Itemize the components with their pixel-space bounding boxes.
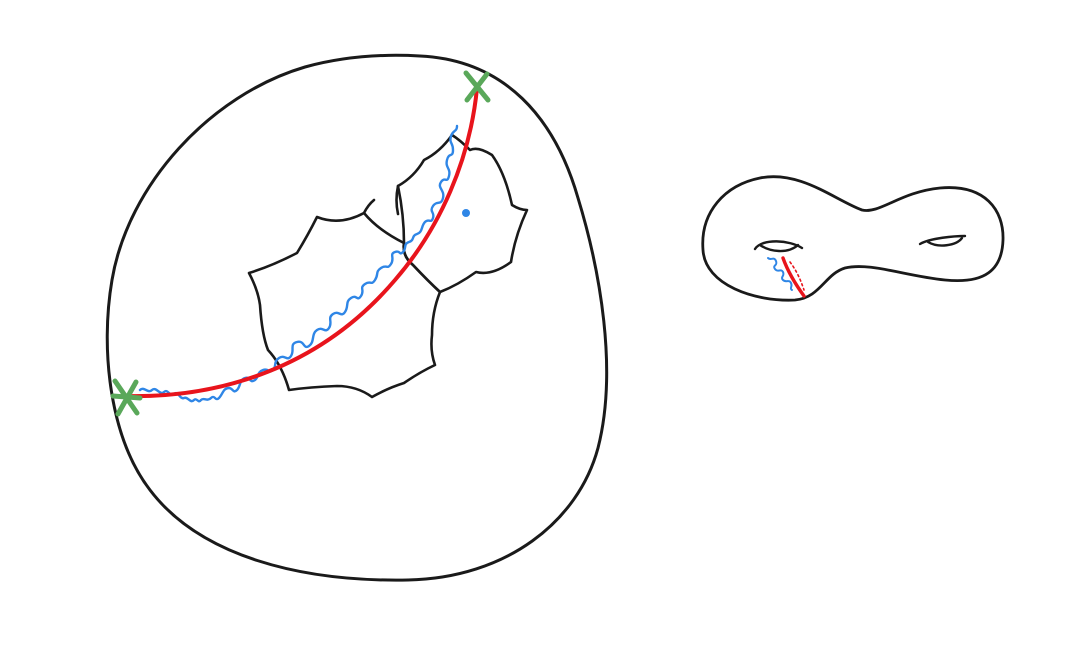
disk-boundary	[105, 53, 609, 582]
tiling-edge	[395, 184, 400, 216]
tiling-cell-upper	[396, 133, 529, 294]
endpoint-marker-bottom-left	[110, 378, 143, 417]
surface-geodesic	[781, 256, 806, 298]
surface-random-path	[767, 257, 793, 291]
tiling-edge	[362, 198, 376, 215]
disk-model	[105, 53, 609, 582]
genus-two-surface	[701, 175, 1005, 302]
random-path	[138, 124, 459, 403]
endpoint-marker-top-right	[463, 70, 491, 103]
genus-two-surface-figure	[701, 175, 1005, 302]
geodesic	[125, 86, 479, 399]
handle-mark-right	[918, 234, 967, 247]
surface-red-dashes	[789, 261, 805, 291]
random-path-blob	[462, 209, 470, 217]
handle-mark-left	[753, 240, 804, 253]
tiling-polygons	[247, 133, 529, 399]
